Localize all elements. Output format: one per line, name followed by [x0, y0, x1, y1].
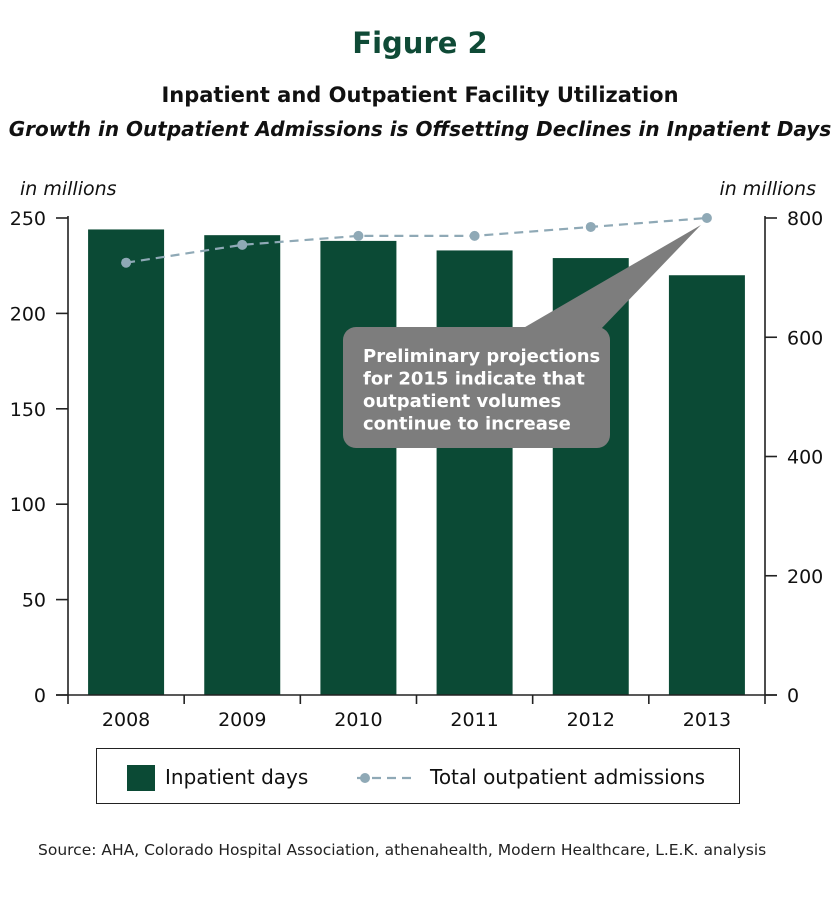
outpatient-point-2010: [353, 230, 364, 241]
chart-subtitle: Growth in Outpatient Admissions is Offse…: [8, 117, 832, 141]
left-tick-label: 0: [34, 685, 46, 707]
right-tick-label: 0: [787, 685, 799, 707]
right-tick-label: 800: [787, 208, 823, 230]
outpatient-point-2008: [121, 257, 132, 268]
left-tick-label: 250: [10, 208, 46, 230]
bar-2009: [204, 235, 281, 695]
right-tick-label: 400: [787, 447, 823, 469]
outpatient-point-2012: [585, 221, 596, 232]
callout-text-line: Preliminary projections: [363, 346, 600, 367]
bar-2010: [320, 240, 397, 695]
legend-line-symbol: [357, 773, 415, 783]
left-tick-label: 50: [22, 590, 46, 612]
outpatient-point-2011: [469, 230, 480, 241]
x-tick-label-2008: 2008: [102, 709, 150, 731]
callout-pointer: [520, 225, 701, 330]
x-tick-label-2011: 2011: [450, 709, 498, 731]
left-axis-unit: in millions: [20, 178, 117, 200]
outpatient-line: [125, 216, 708, 264]
axes: 0 50 100 150 200 250 0 200 400 600 800 2008 2009 2010…: [10, 208, 824, 731]
outpatient-line-series: [121, 213, 712, 268]
left-tick-label: 150: [10, 399, 46, 421]
x-tick-label-2010: 2010: [334, 709, 382, 731]
left-tick-label: 100: [10, 494, 46, 516]
legend: Inpatient days Total outpatient admissio…: [96, 748, 740, 804]
right-axis-unit: in millions: [719, 178, 816, 200]
outpatient-point-2013: [701, 213, 712, 223]
callout-box: [343, 327, 610, 448]
outpatient-point-2009: [237, 239, 248, 250]
bar-2011: [436, 250, 513, 695]
x-tick-label-2009: 2009: [218, 709, 266, 731]
bar-series: [88, 229, 745, 695]
x-tick-label-2012: 2012: [567, 709, 615, 731]
legend-bar-swatch: [127, 765, 155, 791]
x-tick-label-2013: 2013: [683, 709, 731, 731]
callout-text-line: continue to increase: [363, 414, 571, 435]
legend-line-label: Total outpatient admissions: [430, 765, 706, 789]
bar-2008: [88, 229, 165, 695]
callout-text-line: for 2015 indicate that: [363, 369, 585, 390]
figure-label: Figure 2: [352, 26, 488, 60]
bar-2013: [668, 275, 745, 695]
right-tick-label: 200: [787, 566, 823, 588]
callout-text-line: outpatient volumes: [363, 391, 561, 412]
source-note: Source: AHA, Colorado Hospital Associati…: [38, 841, 767, 859]
right-tick-label: 600: [787, 327, 823, 349]
left-tick-label: 200: [10, 303, 46, 325]
legend-bar-label: Inpatient days: [165, 765, 309, 789]
chart-title: Inpatient and Outpatient Facility Utiliz…: [161, 83, 679, 107]
